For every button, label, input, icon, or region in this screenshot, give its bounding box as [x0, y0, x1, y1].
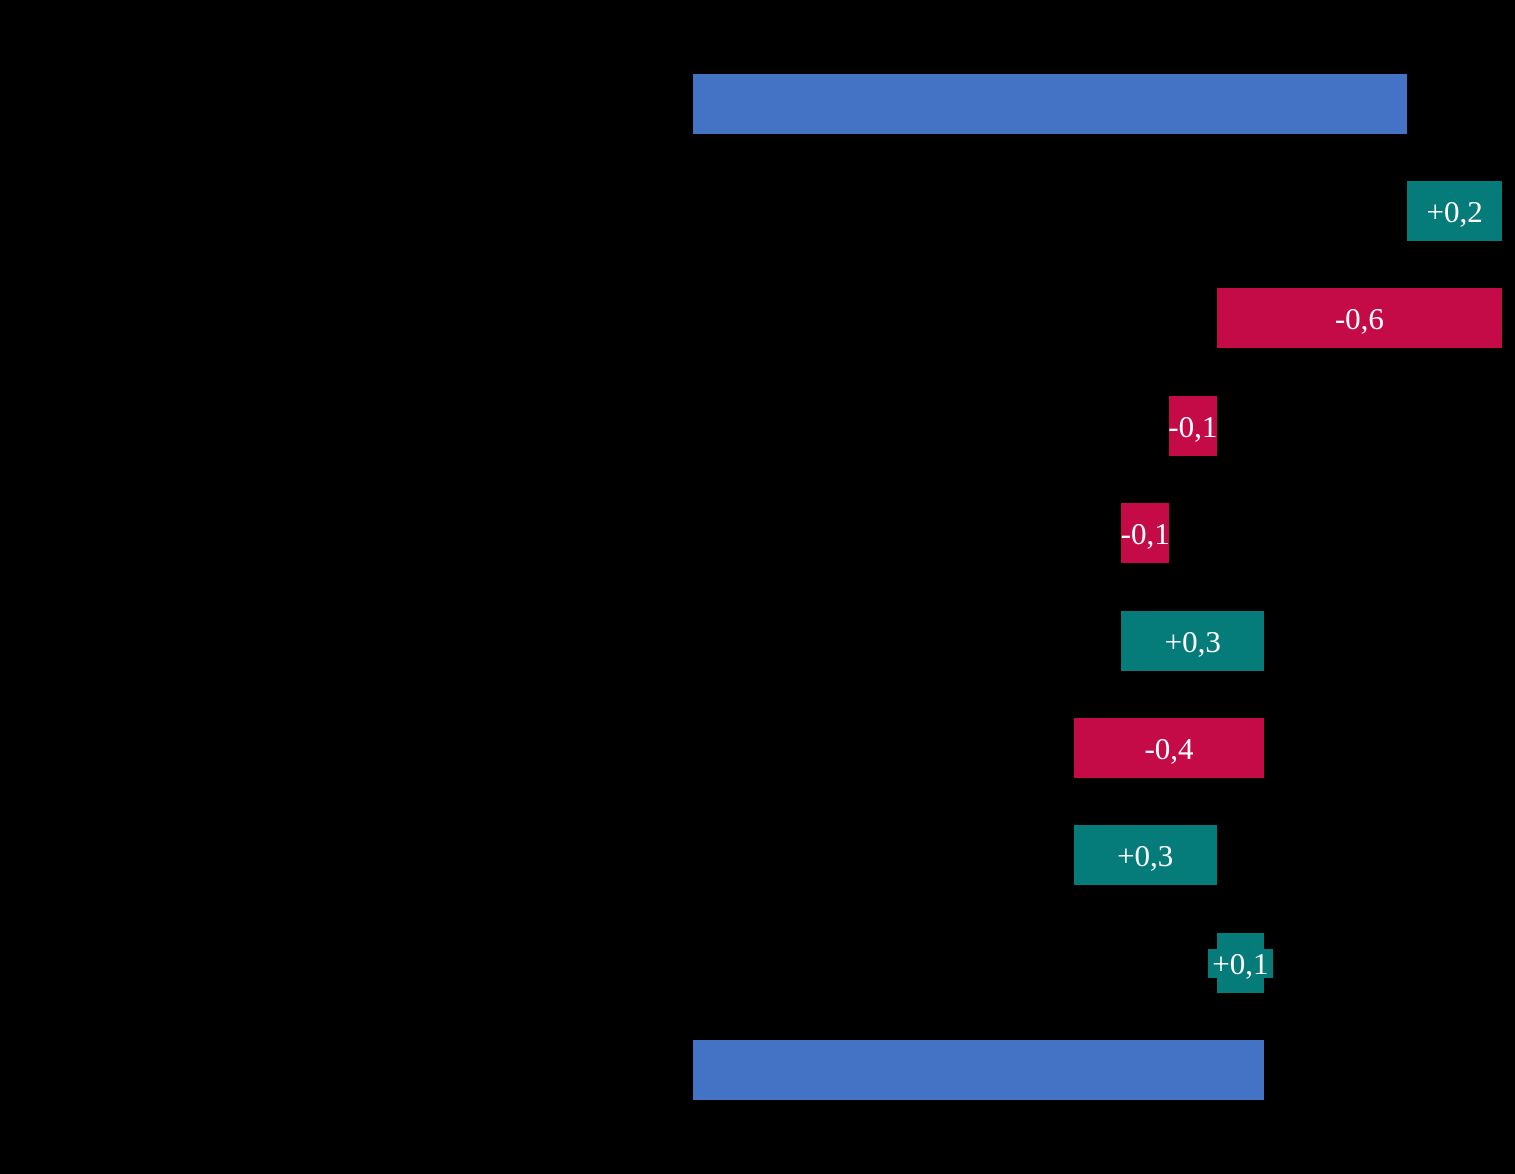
bar-value-label: -0,1 — [1120, 515, 1170, 551]
waterfall-bar-increase: +0,2 — [1407, 181, 1503, 241]
bar-value-label: +0,3 — [1117, 837, 1174, 873]
bar-value-label: +0,1 — [1208, 948, 1273, 979]
waterfall-bar-decrease: -0,1 — [1168, 396, 1218, 456]
waterfall-bar-total — [693, 74, 1407, 134]
bar-value-label: +0,3 — [1164, 623, 1221, 659]
waterfall-bar-total — [693, 1040, 1265, 1100]
bar-value-label: +0,2 — [1426, 193, 1483, 229]
bar-value-label: -0,6 — [1334, 300, 1384, 336]
waterfall-bar-increase: +0,1 — [1208, 933, 1273, 993]
bar-value-label: -0,4 — [1144, 730, 1194, 766]
waterfall-bar-increase: +0,3 — [1073, 825, 1217, 885]
bar-value-label: -0,1 — [1168, 408, 1218, 444]
waterfall-bar-decrease: -0,6 — [1216, 288, 1503, 348]
waterfall-bar-decrease: -0,4 — [1073, 718, 1265, 778]
waterfall-bar-decrease: -0,1 — [1120, 503, 1170, 563]
waterfall-bar-increase: +0,3 — [1121, 611, 1265, 671]
